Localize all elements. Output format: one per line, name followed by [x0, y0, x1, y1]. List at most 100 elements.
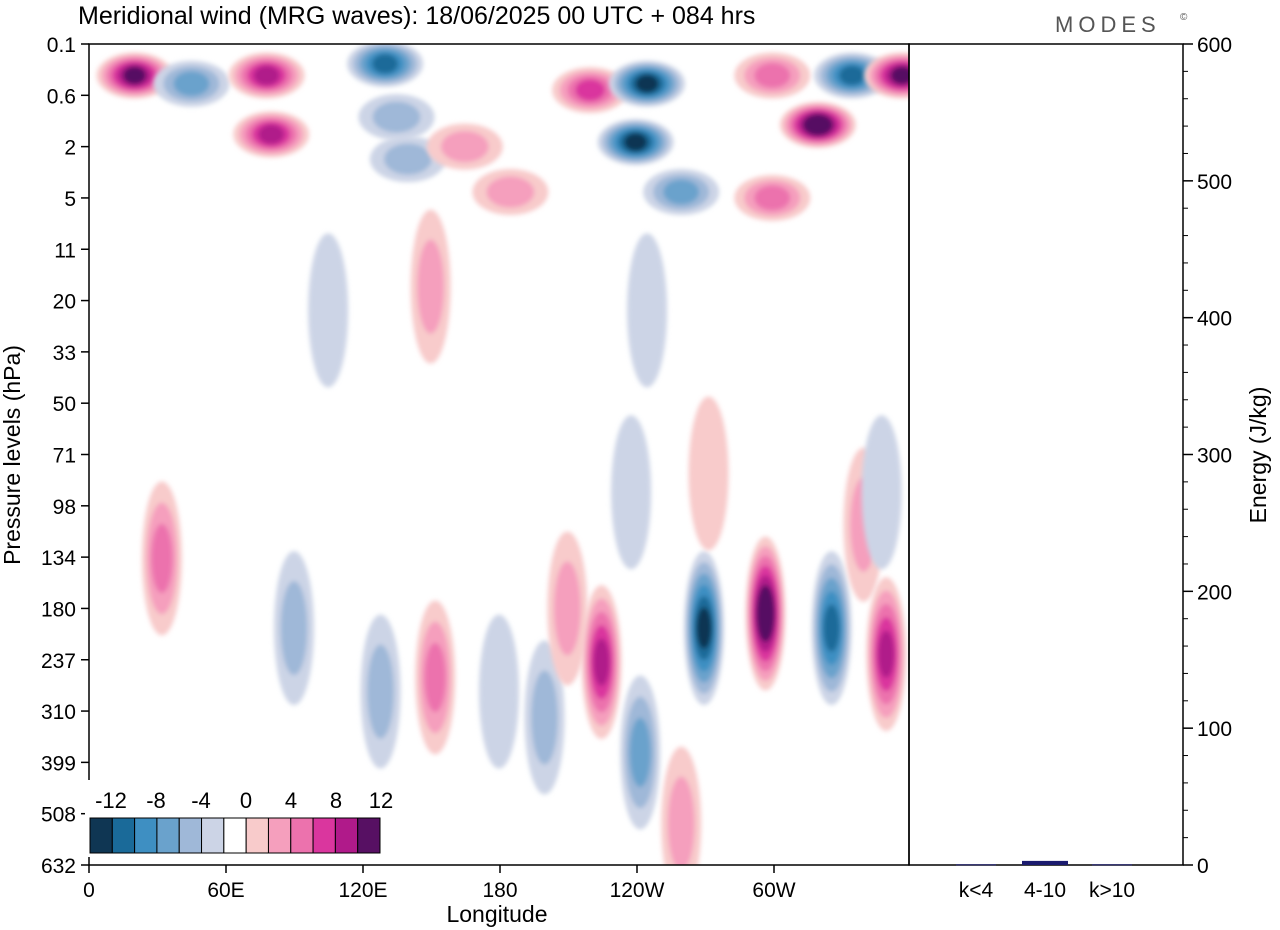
wind-anomaly-cell [779, 101, 856, 148]
wind-anomaly-cell [347, 44, 424, 87]
wind-anomaly-cell [472, 169, 549, 216]
energy-tick-label: 500 [1197, 171, 1232, 194]
x-tick-label: 120E [338, 879, 387, 902]
contour-level [479, 614, 519, 769]
contour-level [575, 79, 605, 101]
wind-anomaly-cell [745, 536, 786, 691]
contour-level [696, 607, 712, 649]
contour-level [754, 185, 791, 211]
y-tick-label: 237 [41, 650, 76, 673]
contour-level [758, 594, 773, 633]
wind-anomaly-cell [627, 233, 668, 388]
colorbar-tick-label: 12 [369, 788, 393, 813]
contour-level [688, 396, 729, 551]
colorbar-tick-label: -4 [191, 788, 211, 813]
x-tick-label: 180 [482, 879, 517, 902]
contour-level [807, 116, 829, 134]
wind-anomaly-cell [524, 640, 565, 795]
energy-category-label: k<4 [959, 879, 994, 902]
contour-level [280, 581, 308, 676]
energy-tick-label: 600 [1197, 34, 1232, 57]
wind-anomaly-cell [360, 614, 401, 769]
energy-bar [1092, 864, 1132, 866]
y-tick-label: 98 [53, 496, 76, 519]
colorbar-swatch [290, 817, 314, 854]
colorbar-swatch [312, 817, 336, 854]
wind-anomaly-cell [274, 551, 314, 706]
y-tick-label: 0.1 [47, 34, 76, 57]
colorbar-tick-label: -12 [95, 788, 127, 813]
contour-level [627, 233, 668, 388]
energy-bars [956, 860, 1132, 866]
y-tick-label: 50 [53, 393, 76, 416]
contour-level [367, 644, 394, 739]
wind-anomaly-cell [866, 577, 907, 732]
wind-anomaly-cell [597, 119, 674, 166]
y-tick-label: 33 [53, 342, 76, 365]
wind-anomaly-cell [620, 675, 661, 830]
wind-anomaly-cell [611, 415, 652, 570]
x-tick-label: 0 [83, 879, 95, 902]
contour-level [839, 65, 865, 86]
contour-level [372, 54, 398, 74]
colorbar-tick-label: -8 [146, 788, 166, 813]
colorbar-swatch [201, 817, 225, 854]
wind-anomaly-cell [96, 52, 173, 99]
wind-anomaly-cell [643, 169, 720, 216]
energy-tick-label: 200 [1197, 581, 1232, 604]
wind-anomaly-cell [734, 174, 811, 221]
y-tick-label: 134 [41, 547, 76, 570]
colorbar-swatch [334, 817, 359, 854]
energy-panel-frame [908, 43, 1184, 866]
contour-level [663, 179, 700, 205]
contour-level [554, 561, 581, 656]
colorbar-swatch [134, 817, 158, 854]
contour-level [667, 776, 695, 865]
contour-level [890, 66, 909, 85]
contour-level [308, 233, 349, 388]
energy-bar [1022, 860, 1068, 865]
wind-anomaly-cell [410, 209, 451, 364]
wind-anomaly-cell [581, 585, 622, 740]
wind-anomaly-cell [734, 52, 811, 99]
colorbar-swatch [245, 817, 269, 854]
colorbar-tick-label: 0 [240, 788, 252, 813]
y-axis-label: Pressure levels (hPa) [0, 345, 25, 565]
colorbar-swatch [357, 817, 381, 854]
contour-level [629, 717, 651, 788]
x-axis-ticks: 0 60E 120E 180 120W 60W [83, 865, 796, 902]
heatmap-field [96, 44, 909, 865]
energy-tick-label: 400 [1197, 308, 1232, 331]
contour-level [424, 642, 446, 713]
contour-level [173, 71, 210, 97]
energy-axis-label: Energy (J/kg) [1245, 387, 1271, 524]
y-tick-label: 508 [41, 804, 76, 827]
wind-anomaly-cell [141, 481, 182, 636]
colorbar-swatch [156, 817, 180, 854]
contour-level [486, 176, 535, 208]
y-tick-label: 310 [41, 701, 76, 724]
colorbar-swatch [223, 817, 247, 854]
y-tick-label: 399 [41, 752, 76, 775]
energy-tick-label: 100 [1197, 718, 1232, 741]
energy-tick-label: 0 [1197, 855, 1209, 878]
wind-anomaly-cell [552, 67, 629, 114]
y-tick-label: 20 [53, 291, 76, 314]
wind-anomaly-cell [661, 746, 702, 865]
contour-level [258, 124, 285, 145]
x-tick-label: 120W [610, 879, 665, 902]
contour-level [611, 415, 652, 570]
wind-anomaly-cell [609, 60, 686, 107]
y-tick-label: 180 [41, 598, 76, 621]
wind-anomaly-cell [688, 396, 729, 551]
x-tick-label: 60W [752, 879, 795, 902]
colorbar-swatch [89, 817, 113, 854]
contour-level [417, 239, 444, 334]
energy-y-ticks: 0 100 200 300 400 500 600 [1183, 34, 1232, 878]
wind-anomaly-cell [308, 233, 349, 388]
contour-level [123, 66, 146, 85]
colorbar-tick-label: 4 [285, 788, 297, 813]
contour-level [593, 638, 610, 686]
y-tick-label: 0.6 [47, 85, 76, 108]
